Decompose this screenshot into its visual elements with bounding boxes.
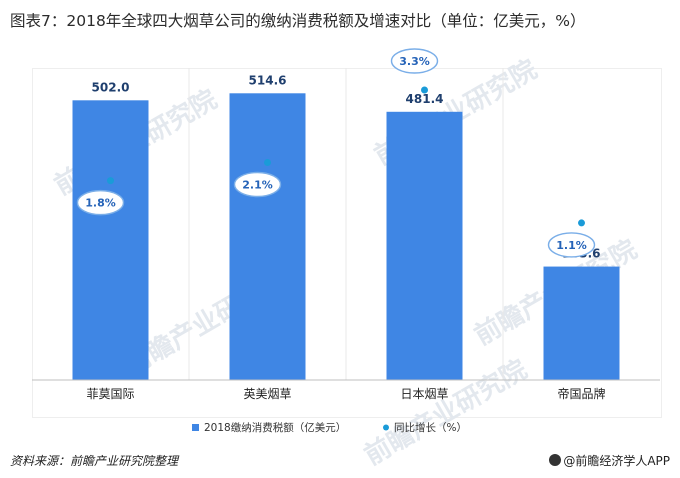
bar-value-label: 481.4 (406, 92, 444, 106)
bar (72, 100, 149, 381)
growth-label: 1.8% (85, 197, 116, 210)
bar (543, 266, 620, 380)
growth-label: 2.1% (242, 179, 273, 192)
growth-point (578, 219, 585, 227)
growth-label-bubble (390, 48, 439, 74)
bar-value-label: 514.6 (249, 73, 287, 87)
legend: 2018缴纳消费税额（亿美元） 同比增长（%） (192, 421, 467, 434)
legend-swatch-dot (383, 424, 389, 431)
category-label: 帝国品牌 (557, 386, 605, 401)
legend-label-bar: 2018缴纳消费税额（亿美元） (204, 421, 346, 434)
growth-dots-layer: 1.8% 2.1% 3.3% 1.1% (76, 48, 596, 258)
bar (229, 93, 306, 381)
legend-label-dot: 同比增长（%） (394, 421, 467, 434)
growth-point (264, 159, 271, 166)
growth-label-bubble (547, 232, 596, 258)
category-label: 日本烟草 (400, 387, 448, 401)
bars-layer (72, 93, 620, 381)
brand-text: @前瞻经济学人APP (563, 454, 670, 468)
brand-credit: @前瞻经济学人APP (549, 452, 670, 469)
x-axis: 菲莫国际 英美烟草 日本烟草 帝国品牌 (32, 379, 660, 401)
bar (386, 111, 463, 380)
growth-label: 1.1% (556, 239, 587, 252)
category-label: 菲莫国际 (86, 387, 134, 401)
source-note: 资料来源：前瞻产业研究院整理 (10, 454, 179, 468)
chart-title: 图表7：2018年全球四大烟草公司的缴纳消费税额及增速对比（单位：亿美元，%） (10, 12, 586, 30)
growth-label-bubble (233, 171, 282, 198)
bar-value-label: 502.0 (92, 80, 130, 94)
category-label: 英美烟草 (243, 387, 291, 401)
category-separators (188, 68, 504, 380)
growth-label-bubble (76, 189, 125, 216)
growth-label: 3.3% (399, 55, 430, 68)
legend-swatch-bar (192, 424, 199, 431)
growth-point (421, 86, 428, 94)
brand-logo-icon (549, 454, 562, 466)
growth-point (107, 177, 114, 185)
